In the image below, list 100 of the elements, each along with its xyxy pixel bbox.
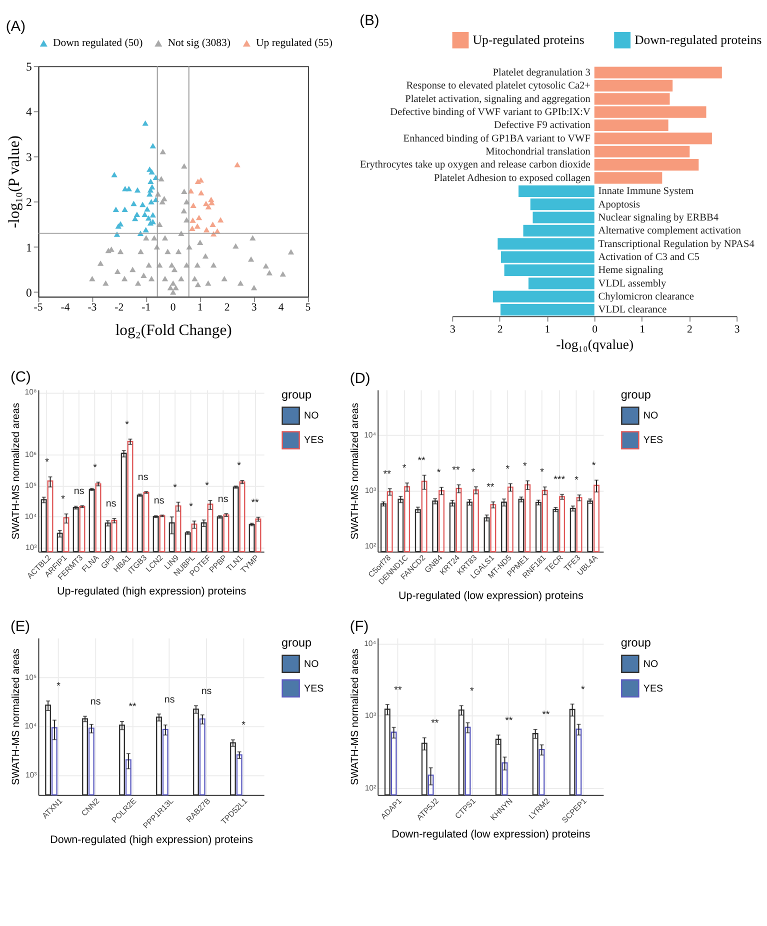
x-tick-label: 4 xyxy=(278,301,284,314)
y-tick-label: Heme signaling xyxy=(598,265,664,276)
x-tick-label: -2 xyxy=(114,301,124,314)
annotation: * xyxy=(470,686,474,697)
y-tick-label: 10⁶ xyxy=(24,450,37,459)
x-tick-label: 2 xyxy=(224,301,230,314)
point xyxy=(170,280,176,286)
annotation: ** xyxy=(452,465,460,476)
point xyxy=(190,202,196,208)
point xyxy=(192,276,198,282)
point xyxy=(114,268,121,274)
x-axis-title: log₂(Fold Change) xyxy=(115,322,232,339)
point xyxy=(134,280,142,286)
point xyxy=(148,178,154,184)
point xyxy=(221,276,228,282)
x-axis-title: Down-regulated (low expression) proteins xyxy=(392,828,590,840)
y-tick-label: VLDL clearance xyxy=(598,304,668,316)
annotation: * xyxy=(540,467,544,478)
annotation: ** xyxy=(394,684,402,696)
annotation: * xyxy=(45,457,50,468)
point xyxy=(160,148,166,154)
point xyxy=(117,248,124,254)
y-axis-title: SWATH-MS normalized areas xyxy=(10,648,22,786)
chart-title: (B) xyxy=(360,12,380,29)
annotation: * xyxy=(125,419,130,430)
point xyxy=(194,178,202,184)
legend-label: NO xyxy=(304,410,320,422)
point xyxy=(237,280,244,286)
point xyxy=(175,248,182,254)
y-tick-label: 10⁴ xyxy=(364,430,376,440)
y-tick-label: 10⁴ xyxy=(24,512,37,522)
point xyxy=(234,162,240,168)
point xyxy=(164,248,171,254)
annotation: ns xyxy=(154,495,164,506)
point xyxy=(171,266,178,272)
point xyxy=(250,284,258,290)
point xyxy=(142,227,149,232)
y-tick-label: Transcriptional Regulation by NPAS4 xyxy=(598,238,754,250)
x-tick-label: 0 xyxy=(170,301,176,314)
y-tick-label: 2 xyxy=(26,196,32,210)
annotation: *** xyxy=(554,474,566,486)
annotation: ** xyxy=(418,455,426,466)
point xyxy=(232,243,239,249)
point xyxy=(196,240,204,246)
legend-label: YES xyxy=(304,683,324,694)
point xyxy=(202,253,209,259)
legend-title: group xyxy=(281,636,312,650)
annotation: * xyxy=(471,466,476,478)
x-axis-title: Up-regulated (high expression) proteins xyxy=(56,586,246,598)
y-tick-label: Nuclear signaling by ERBB4 xyxy=(598,212,719,224)
annotation: * xyxy=(93,462,98,474)
point xyxy=(134,187,141,193)
y-axis-title: SWATH-MS normalized areas xyxy=(10,402,22,540)
point xyxy=(89,276,96,282)
point xyxy=(190,218,196,223)
point xyxy=(189,226,196,232)
point xyxy=(167,284,174,290)
annotation: ** xyxy=(251,498,260,509)
legend-title: group xyxy=(281,388,312,402)
point xyxy=(181,188,188,194)
chart-title: (A) xyxy=(6,18,26,35)
point xyxy=(180,208,188,214)
point xyxy=(121,276,128,282)
annotation: ** xyxy=(383,468,392,480)
annotation: ns xyxy=(90,696,101,708)
point xyxy=(144,206,150,212)
x-axis-title: -log₁₀(qvalue) xyxy=(556,337,634,352)
legend-label: Down-regulated proteins xyxy=(634,33,762,48)
annotation: * xyxy=(173,482,178,494)
x-tick-label: -3 xyxy=(88,301,97,314)
point xyxy=(205,280,212,286)
y-tick-label: Activation of C3 and C5 xyxy=(598,252,700,263)
point xyxy=(138,248,144,254)
y-tick-label: Mitochondrial translation xyxy=(486,146,590,158)
x-tick-label: -1 xyxy=(142,301,151,314)
point xyxy=(181,163,188,169)
point xyxy=(194,282,202,288)
legend-label: NO xyxy=(643,410,658,422)
x-tick-label: 5 xyxy=(305,301,311,314)
point xyxy=(97,260,104,266)
legend-label: Up-regulated proteins xyxy=(472,33,584,48)
x-tick-label: 3 xyxy=(251,301,257,314)
point xyxy=(122,206,128,212)
point xyxy=(262,263,269,269)
point xyxy=(143,235,150,241)
chart-title: (E) xyxy=(10,619,30,636)
legend-label: Down regulated (50) xyxy=(52,37,144,50)
annotation: * xyxy=(402,463,406,474)
legend-label: Up regulated (55) xyxy=(256,37,333,50)
chart-title: (D) xyxy=(350,370,370,387)
y-tick-label: VLDL assembly xyxy=(598,278,668,290)
point xyxy=(130,266,136,272)
annotation: * xyxy=(205,480,210,492)
point xyxy=(266,270,273,276)
y-tick-label: 10² xyxy=(364,783,377,792)
y-tick-label: Chylomicron clearance xyxy=(598,292,694,303)
point xyxy=(210,222,216,227)
annotation: ns xyxy=(201,686,212,697)
point xyxy=(102,280,109,286)
annotation: ** xyxy=(486,482,494,494)
